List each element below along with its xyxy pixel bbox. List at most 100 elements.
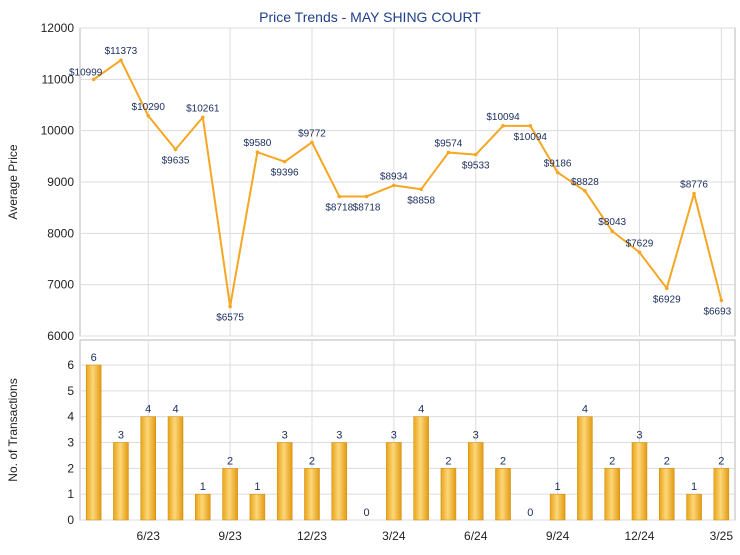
transactions-bar (140, 416, 156, 521)
price-data-label: $9186 (544, 158, 572, 169)
price-point (364, 194, 369, 199)
price-point (473, 152, 478, 157)
transactions-data-label: 2 (500, 455, 506, 467)
price-point (91, 77, 96, 82)
price-data-label: $8858 (407, 195, 435, 206)
price-series-line (93, 59, 723, 308)
price-y-tick-label: 12000 (41, 21, 75, 35)
price-data-label: $10094 (486, 112, 520, 123)
transactions-bar (222, 468, 238, 521)
chart-title: Price Trends - MAY SHING COURT (259, 9, 481, 25)
transactions-y-tick-label: 4 (67, 410, 74, 424)
transactions-y-tick-label: 0 (67, 513, 74, 527)
transactions-bar (113, 442, 129, 521)
price-point (255, 150, 260, 155)
transactions-bar (304, 468, 320, 521)
price-data-label: $11373 (105, 46, 138, 57)
transactions-bar (549, 493, 566, 521)
price-y-axis-label: Average Price (6, 144, 20, 219)
price-point (501, 124, 505, 128)
price-data-label: $9635 (162, 155, 190, 166)
transactions-bar (85, 364, 102, 521)
price-data-label: $6693 (703, 306, 731, 317)
transactions-bar (467, 442, 484, 521)
price-point (119, 58, 123, 62)
transactions-y-tick-label: 1 (67, 487, 74, 501)
price-data-label: $9772 (298, 128, 326, 139)
transactions-data-label: 0 (364, 507, 370, 519)
price-data-label: $9574 (435, 139, 463, 150)
price-point (528, 124, 533, 128)
transactions-bar (386, 442, 402, 521)
price-y-tick-label: 11000 (42, 72, 75, 86)
price-point (310, 140, 314, 145)
transactions-data-label: 0 (527, 507, 533, 519)
transactions-bar (495, 468, 511, 521)
price-point (201, 115, 205, 120)
transactions-data-label: 6 (91, 352, 97, 364)
transactions-bar (713, 468, 730, 521)
transactions-data-label: 1 (200, 481, 206, 493)
price-point (719, 298, 724, 303)
transactions-y-tick-label: 5 (67, 384, 74, 398)
price-point (228, 304, 232, 309)
transactions-data-label: 1 (555, 481, 561, 493)
price-point (637, 250, 642, 255)
price-point (282, 159, 287, 164)
price-point (610, 229, 614, 233)
price-point (692, 191, 696, 196)
transactions-data-label: 3 (636, 430, 642, 442)
transactions-data-label: 4 (582, 404, 588, 416)
price-data-label: $9533 (462, 161, 490, 172)
transactions-bar (249, 493, 266, 521)
x-tick-label: 3/24 (382, 529, 406, 543)
price-data-label: $8718 (325, 202, 353, 213)
transactions-data-label: 2 (309, 455, 315, 467)
transactions-y-tick-label: 6 (67, 358, 74, 372)
price-point (392, 183, 396, 188)
price-data-label: $8718 (353, 202, 381, 213)
price-data-label: $8776 (680, 179, 708, 190)
transactions-bar (686, 493, 702, 521)
transactions-data-label: 2 (609, 455, 615, 467)
transactions-bar (331, 442, 348, 521)
transactions-y-axis-label: No. of Transactions (6, 378, 20, 481)
price-data-label: $10094 (514, 132, 548, 143)
transactions-bar (577, 416, 593, 521)
transactions-data-label: 2 (664, 455, 670, 467)
transactions-data-label: 3 (473, 430, 479, 442)
price-point (446, 150, 451, 155)
x-tick-label: 6/23 (137, 529, 161, 543)
price-data-label: $10261 (186, 103, 220, 114)
price-y-tick-label: 9000 (47, 175, 74, 189)
transactions-bar (659, 468, 675, 521)
price-data-label: $8934 (380, 171, 408, 182)
price-y-tick-label: 7000 (47, 278, 74, 292)
transactions-data-label: 3 (391, 430, 397, 442)
transactions-bar (413, 416, 429, 521)
price-point (583, 189, 587, 193)
x-tick-label: 12/24 (624, 529, 654, 543)
price-data-label: $9580 (243, 138, 271, 149)
price-data-label: $8828 (571, 177, 599, 188)
price-point (173, 147, 178, 152)
transactions-data-label: 1 (254, 481, 260, 493)
price-point (555, 170, 560, 175)
x-tick-label: 9/24 (546, 529, 570, 543)
transactions-y-tick-label: 3 (67, 436, 74, 450)
price-data-label: $6929 (653, 294, 681, 305)
transactions-bar (195, 493, 211, 521)
transactions-data-label: 4 (145, 404, 151, 416)
x-tick-label: 12/23 (297, 529, 327, 543)
x-tick-label: 3/25 (710, 529, 734, 543)
x-tick-label: 6/24 (464, 529, 488, 543)
price-data-label: $8043 (598, 217, 626, 228)
price-y-tick-label: 8000 (47, 226, 74, 240)
transactions-data-label: 4 (418, 404, 424, 416)
price-data-label: $6575 (216, 312, 244, 323)
transactions-data-label: 3 (336, 430, 342, 442)
x-tick-label: 9/23 (218, 529, 242, 543)
price-point (419, 187, 423, 192)
